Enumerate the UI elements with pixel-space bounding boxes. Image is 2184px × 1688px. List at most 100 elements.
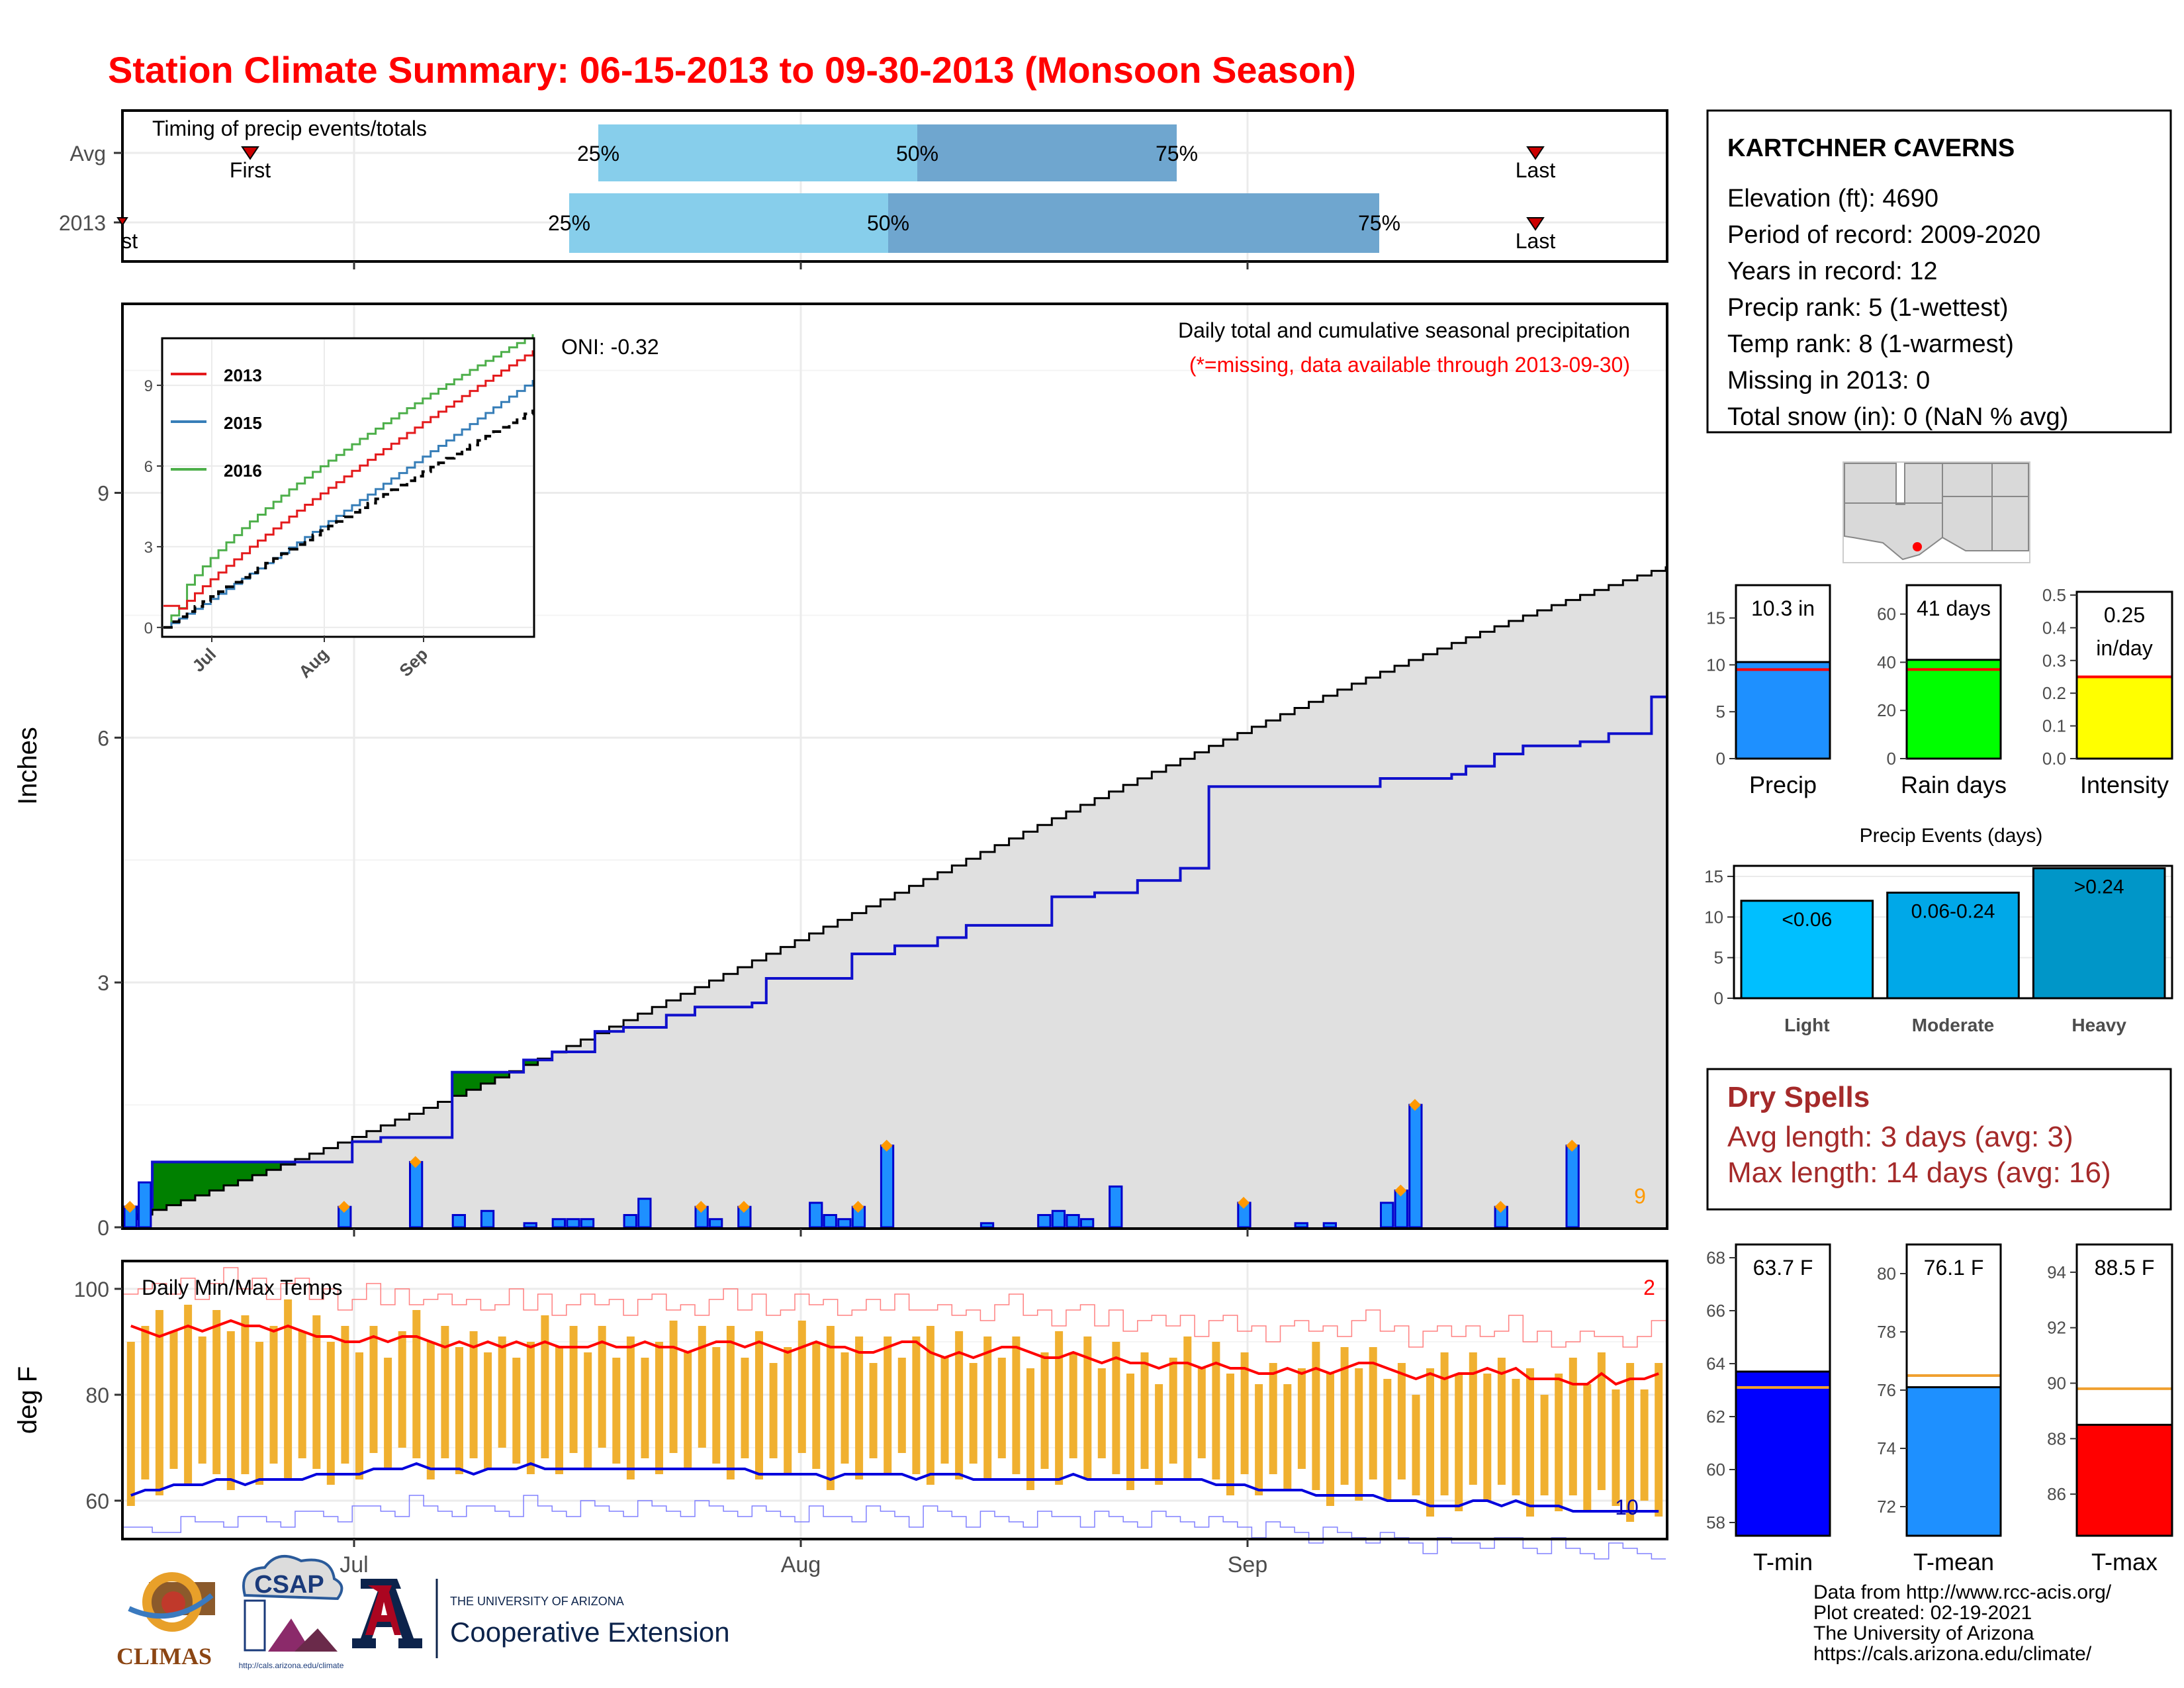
events-title: Precip Events (days) — [1860, 825, 2043, 847]
daily-precip-bar — [623, 1214, 637, 1229]
daily-temp-range-bar — [1540, 1395, 1549, 1495]
daily-temp-range-bar — [1083, 1336, 1092, 1479]
ua-small-text: THE UNIVERSITY OF ARIZONA — [450, 1595, 624, 1608]
value-label: 10.3 in — [1751, 596, 1815, 620]
record-max-line — [124, 1267, 1666, 1348]
temp-label: Daily Min/Max Temps — [142, 1276, 342, 1299]
daily-temp-range-bar — [1412, 1395, 1420, 1495]
daily-temp-range-bar — [1626, 1363, 1635, 1522]
precip-caption-missing: (*=missing, data available through 2013-… — [1189, 353, 1630, 377]
daily-temp-range-bar — [869, 1363, 878, 1458]
precip-rank-marker — [124, 1201, 136, 1213]
precip-rank-marker — [338, 1201, 350, 1213]
daily-temp-range-bar — [484, 1352, 492, 1469]
daily-temp-range-bar — [884, 1336, 892, 1474]
daily-temp-range-bar — [1612, 1389, 1620, 1506]
daily-precip-bar — [637, 1197, 652, 1229]
ytick-label: 0.5 — [2042, 585, 2066, 605]
daily-temp-range-bar — [969, 1363, 978, 1464]
daily-temp-range-bar — [141, 1326, 150, 1479]
avg-first-label: First — [230, 158, 271, 182]
station-line-6: Total snow (in): 0 (NaN % avg) — [1727, 403, 2068, 431]
daily-temp-range-bar — [1283, 1384, 1292, 1490]
daily-temp-range-bar — [1055, 1331, 1064, 1485]
daily-temp-range-bar — [997, 1358, 1006, 1458]
ytick-label: 62 — [1706, 1407, 1725, 1427]
precip-total-bar-chart: 0 5 10 15 10.3 in Precip — [1706, 584, 1831, 798]
daily-temp-range-bar — [598, 1326, 606, 1448]
avg-q1-box — [598, 124, 917, 181]
daily-temp-range-bar — [1212, 1342, 1220, 1479]
ytick-label: 74 — [1877, 1438, 1896, 1458]
legend-2013: 2013 — [224, 365, 262, 385]
events-ytick-label: 10 — [1704, 907, 1723, 927]
daily-temp-range-bar — [241, 1315, 250, 1474]
daily-temp-range-bar — [569, 1326, 578, 1453]
avg-first-marker — [241, 146, 259, 160]
csap-url: http://cals.arizona.edu/climate — [239, 1661, 344, 1670]
precip-rank-marker — [880, 1139, 893, 1152]
daily-temp-range-bar — [584, 1352, 592, 1469]
y2013-first-marker — [116, 217, 128, 226]
daily-temp-range-bar — [897, 1358, 906, 1453]
daily-temp-range-bar — [812, 1342, 821, 1469]
daily-temp-range-bar — [1597, 1352, 1606, 1490]
temp-ylabel: deg F — [13, 1366, 42, 1434]
station-line-5: Missing in 2013: 0 — [1727, 367, 1930, 395]
daily-temp-range-bar — [726, 1326, 735, 1479]
avg-pct-25: 25% — [577, 142, 619, 165]
avg-tmax-line — [130, 1319, 1659, 1386]
daily-temp-range-bar — [912, 1336, 921, 1474]
daily-temp-range-bar — [1583, 1384, 1592, 1511]
precip-caption: Daily total and cumulative seasonal prec… — [1178, 318, 1630, 342]
event-bar-heavy — [2032, 867, 2166, 1000]
category-label: Rain days — [1901, 771, 2007, 798]
daily-temp-range-bar — [441, 1326, 449, 1458]
daily-temp-range-bar — [1040, 1352, 1049, 1469]
precip-ytick-label: 0 — [97, 1216, 109, 1240]
dry-avg: Avg length: 3 days (avg: 3) — [1727, 1121, 2073, 1153]
avg-pct-50: 50% — [896, 142, 938, 165]
daily-precip-bar — [1051, 1209, 1066, 1229]
daily-temp-range-bar — [384, 1358, 392, 1469]
event-value-label: <0.06 — [1782, 909, 1832, 931]
ytick-label: 15 — [1706, 608, 1725, 628]
daily-precip-bar — [1037, 1214, 1052, 1229]
daily-temp-range-bar — [826, 1326, 835, 1490]
daily-precip-bar — [1565, 1145, 1580, 1229]
inset-legend: 2013 2015 2016 — [171, 365, 262, 481]
event-category-label: Heavy — [2071, 1015, 2126, 1035]
category-label: T-mean — [1913, 1548, 1994, 1575]
daily-temp-range-bar — [269, 1326, 278, 1464]
station-line-2: Years in record: 12 — [1727, 258, 1938, 285]
ytick-label: 72 — [1877, 1497, 1896, 1517]
category-label: Precip — [1749, 771, 1817, 798]
daily-temp-range-bar — [769, 1363, 778, 1458]
category-label: Intensity — [2080, 771, 2169, 798]
events-ytick-label: 0 — [1714, 988, 1723, 1008]
footer-line-0: Data from http://www.rcc-acis.org/ — [1813, 1581, 2112, 1603]
precip-ylabel: Inches — [13, 727, 42, 805]
daily-temp-range-bar — [612, 1358, 621, 1464]
summary-bar — [1735, 1370, 1831, 1537]
event-value-label: 0.06-0.24 — [1911, 900, 1995, 922]
daily-temp-range-bar — [698, 1326, 706, 1448]
daily-precip-bar — [1394, 1190, 1408, 1229]
y2013-pct-25: 25% — [548, 211, 590, 235]
precip-rank-marker — [852, 1201, 864, 1213]
daily-precip-bar — [1294, 1222, 1308, 1229]
precip-ytick-label: 3 — [97, 971, 109, 995]
ytick-label: 0.3 — [2042, 651, 2066, 671]
daily-temp-range-bar — [512, 1358, 521, 1464]
intensity-bar-chart: 0.0 0.1 0.2 0.3 0.4 0.5 0.25 in/day Intensity — [2042, 585, 2173, 798]
footer-line-3: https://cals.arizona.edu/climate/ — [1813, 1643, 2092, 1665]
month-tick-label: Sep — [1228, 1552, 1268, 1577]
daily-temp-range-bar — [1369, 1347, 1377, 1479]
daily-temp-range-bar — [312, 1315, 321, 1469]
inset-ytick-label: 9 — [144, 377, 153, 395]
daily-temp-range-bar — [955, 1331, 964, 1479]
daily-temp-range-bar — [641, 1358, 649, 1458]
legend-2016: 2016 — [224, 461, 262, 481]
ytick-label: 76 — [1877, 1380, 1896, 1400]
